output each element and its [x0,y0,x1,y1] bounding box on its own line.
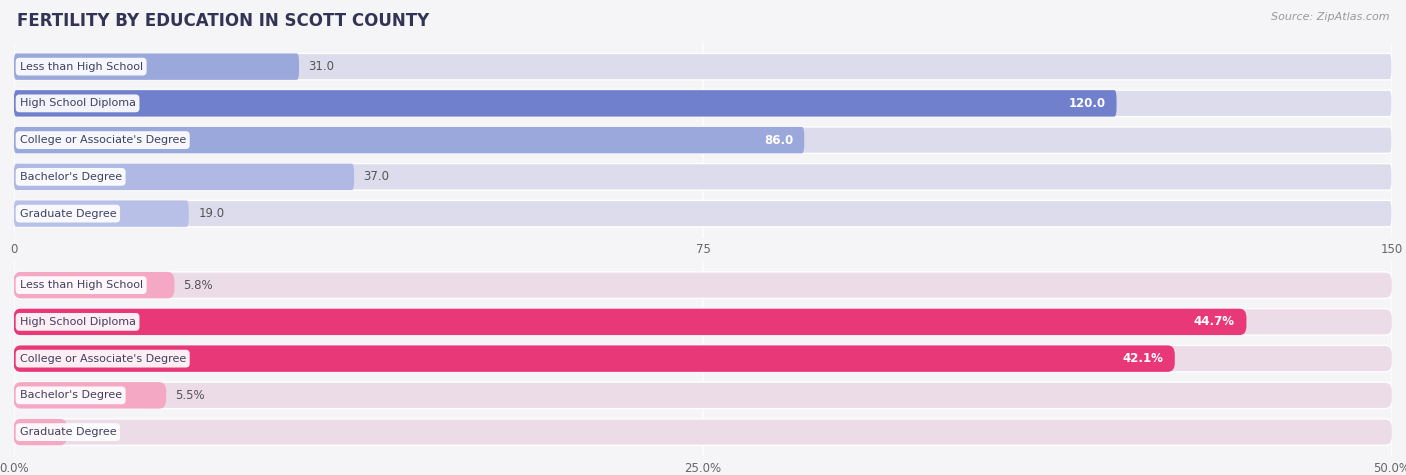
Text: 5.8%: 5.8% [184,279,214,292]
Text: Bachelor's Degree: Bachelor's Degree [20,390,122,400]
Text: 31.0: 31.0 [308,60,335,73]
FancyBboxPatch shape [14,272,1392,298]
FancyBboxPatch shape [14,90,1392,116]
FancyBboxPatch shape [14,419,1392,446]
Text: 44.7%: 44.7% [1194,315,1234,328]
Text: College or Associate's Degree: College or Associate's Degree [20,135,186,145]
FancyBboxPatch shape [14,53,299,80]
FancyBboxPatch shape [14,53,1392,80]
Text: 1.9%: 1.9% [76,426,105,438]
Text: Less than High School: Less than High School [20,280,142,290]
FancyBboxPatch shape [14,345,1392,372]
Text: 42.1%: 42.1% [1122,352,1163,365]
Text: High School Diploma: High School Diploma [20,98,135,108]
FancyBboxPatch shape [14,127,1392,153]
Text: 5.5%: 5.5% [176,389,205,402]
Text: Less than High School: Less than High School [20,62,142,72]
FancyBboxPatch shape [14,382,1392,408]
FancyBboxPatch shape [14,309,1392,335]
Text: 120.0: 120.0 [1069,97,1105,110]
FancyBboxPatch shape [14,272,174,298]
Text: Source: ZipAtlas.com: Source: ZipAtlas.com [1271,12,1389,22]
Text: FERTILITY BY EDUCATION IN SCOTT COUNTY: FERTILITY BY EDUCATION IN SCOTT COUNTY [17,12,429,30]
FancyBboxPatch shape [14,419,67,446]
Text: High School Diploma: High School Diploma [20,317,135,327]
FancyBboxPatch shape [14,164,354,190]
FancyBboxPatch shape [14,127,804,153]
Text: 19.0: 19.0 [198,207,225,220]
FancyBboxPatch shape [14,345,1175,372]
FancyBboxPatch shape [14,200,1392,227]
FancyBboxPatch shape [14,382,166,408]
Text: 86.0: 86.0 [763,133,793,147]
Text: Graduate Degree: Graduate Degree [20,427,117,437]
Text: College or Associate's Degree: College or Associate's Degree [20,353,186,364]
FancyBboxPatch shape [14,90,1116,116]
FancyBboxPatch shape [14,200,188,227]
FancyBboxPatch shape [14,309,1247,335]
Text: 37.0: 37.0 [364,171,389,183]
Text: Bachelor's Degree: Bachelor's Degree [20,172,122,182]
Text: Graduate Degree: Graduate Degree [20,209,117,218]
FancyBboxPatch shape [14,164,1392,190]
